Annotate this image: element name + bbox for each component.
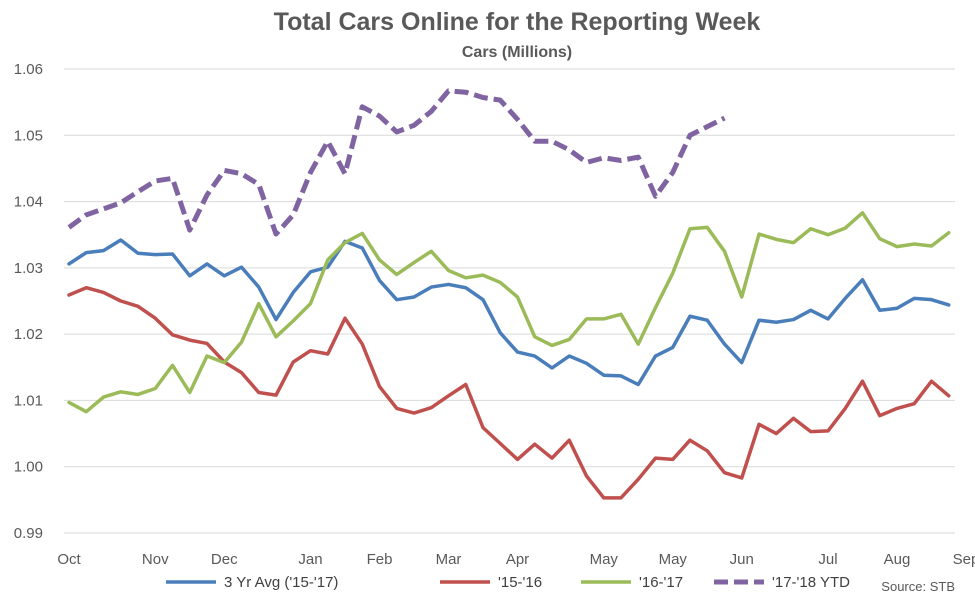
x-tick-label: Nov — [142, 551, 169, 568]
series-line-2 — [67, 211, 951, 414]
x-tick-label: Aug — [884, 551, 911, 568]
x-tick-label: May — [590, 551, 619, 568]
y-tick-label: 1.00 — [14, 459, 43, 476]
y-tick-label: 1.04 — [14, 194, 43, 211]
chart-title: Total Cars Online for the Reporting Week — [274, 8, 761, 36]
legend-label-2: '16-'17 — [639, 574, 683, 591]
x-tick-label: Oct — [57, 551, 81, 568]
y-tick-label: 1.06 — [14, 61, 43, 78]
legend-label-0: 3 Yr Avg ('15-'17) — [224, 574, 338, 591]
x-tick-label: Jun — [730, 551, 754, 568]
chart-subtitle: Cars (Millions) — [462, 44, 572, 61]
legend-label-1: '15-'16 — [498, 574, 542, 591]
y-tick-label: 1.02 — [14, 326, 43, 343]
x-tick-label: Sep — [953, 551, 975, 568]
y-tick-label: 1.03 — [14, 260, 43, 277]
legend-label-3: '17-'18 YTD — [772, 574, 850, 591]
x-axis: Oct Nov Dec Jan Feb Mar Apr May May Jun Jul Aug Sep — [57, 551, 975, 568]
series-line-1 — [67, 285, 951, 500]
x-tick-label: Jan — [298, 551, 322, 568]
y-tick-label: 1.01 — [14, 392, 43, 409]
source-note: Source: STB — [881, 579, 955, 594]
gridlines — [64, 68, 955, 534]
x-tick-label: Mar — [436, 551, 462, 568]
x-tick-label: Feb — [367, 551, 393, 568]
x-tick-label: Dec — [211, 551, 238, 568]
series-line-0 — [67, 238, 951, 387]
x-tick-label: Jul — [818, 551, 837, 568]
series-lines — [67, 88, 951, 500]
y-tick-label: 0.99 — [14, 525, 43, 542]
x-tick-label: May — [659, 551, 688, 568]
legend: 3 Yr Avg ('15-'17) '15-'16 '16-'17 '17-'18 … — [166, 574, 850, 591]
y-axis: 0.99 1.00 1.01 1.02 1.03 1.04 1.05 1.06 — [14, 61, 43, 542]
series-line-3 — [67, 88, 726, 237]
x-tick-label: Apr — [506, 551, 529, 568]
y-tick-label: 1.05 — [14, 127, 43, 144]
